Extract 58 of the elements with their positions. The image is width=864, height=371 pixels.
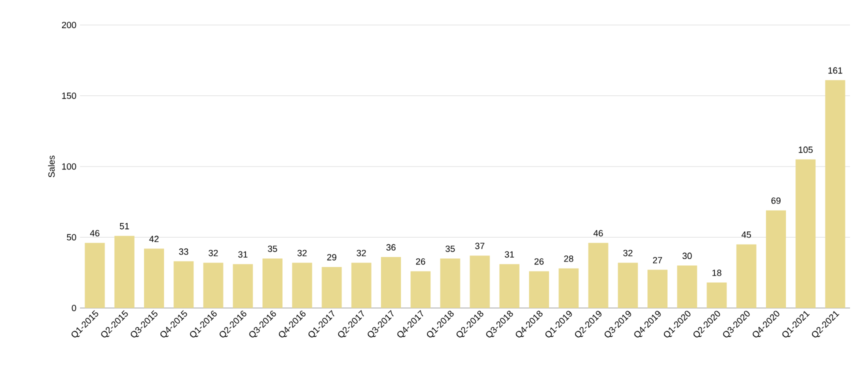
bar (380, 257, 401, 308)
data-label: 18 (712, 270, 722, 276)
data-label: 35 (446, 246, 455, 252)
data-label: 32 (297, 250, 307, 256)
bar (766, 210, 786, 308)
data-label: 31 (238, 251, 248, 258)
y-tick-label: 0 (72, 304, 76, 312)
bar (499, 264, 520, 308)
data-label: 37 (475, 242, 484, 250)
bar (796, 159, 816, 308)
y-tick-label: 200 (62, 22, 76, 28)
data-label: 32 (623, 250, 632, 256)
data-label: 29 (327, 254, 336, 260)
bar (84, 242, 105, 308)
bar (114, 236, 134, 308)
bar (618, 262, 638, 308)
data-label: 46 (90, 230, 100, 236)
data-label: 27 (652, 257, 662, 264)
bar (648, 270, 668, 308)
data-label: 42 (149, 236, 159, 242)
bar (203, 262, 224, 308)
data-label: 32 (208, 250, 218, 256)
bar (677, 266, 698, 308)
data-label: 36 (386, 244, 396, 251)
data-label: 33 (179, 248, 188, 255)
bar (529, 271, 550, 308)
bar (558, 268, 579, 308)
bar (706, 282, 727, 308)
y-tick-label: 50 (66, 234, 76, 240)
data-label: 51 (120, 223, 129, 230)
data-label: 32 (356, 250, 366, 256)
data-label: 45 (742, 232, 751, 238)
data-label: 31 (504, 251, 514, 258)
data-label: 28 (564, 256, 574, 262)
data-label: 46 (593, 230, 603, 236)
bar (470, 256, 490, 308)
bar (262, 258, 282, 308)
bar (292, 262, 312, 308)
bar (351, 262, 372, 308)
data-label: 30 (682, 252, 692, 260)
y-tick-label: 100 (62, 163, 76, 170)
data-label: 161 (828, 67, 842, 74)
bar (825, 80, 846, 308)
data-label: 69 (771, 197, 781, 204)
bar (174, 261, 194, 308)
data-label: 105 (798, 146, 813, 153)
bar (410, 271, 431, 308)
bar (322, 266, 342, 308)
y-axis-title: Sales (48, 156, 55, 178)
bar (588, 242, 608, 308)
data-label: 26 (534, 258, 544, 265)
bar (144, 248, 164, 308)
data-label: 35 (268, 246, 278, 252)
bar (232, 264, 253, 308)
y-tick-label: 150 (62, 92, 76, 99)
bar (440, 258, 460, 308)
bar (736, 244, 756, 308)
data-label: 26 (416, 258, 426, 265)
